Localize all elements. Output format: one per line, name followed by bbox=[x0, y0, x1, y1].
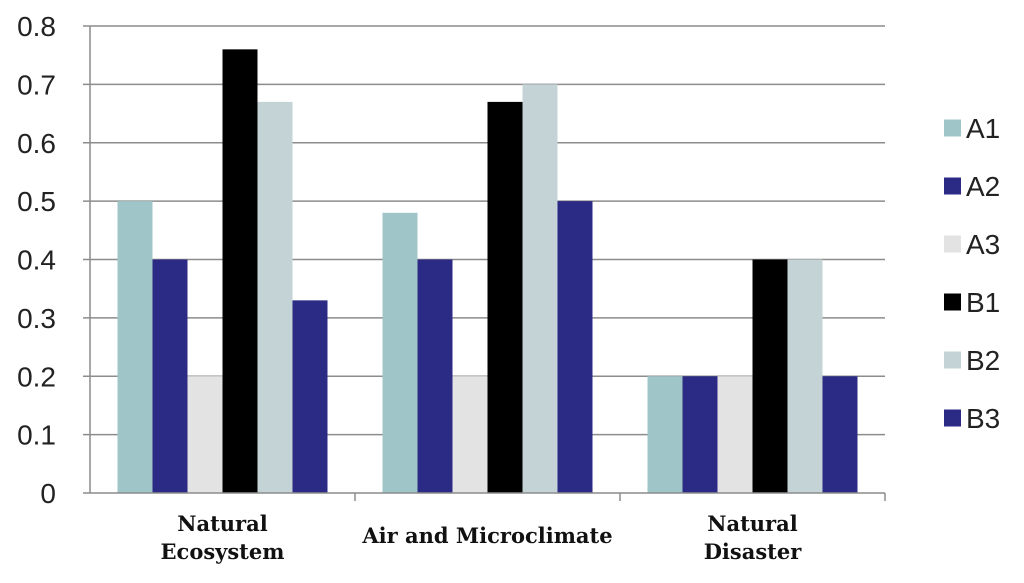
y-tick-label: 0.2 bbox=[17, 361, 56, 392]
legend: A1 A2 A3 B1 B2 B3 bbox=[944, 113, 1000, 434]
y-tick-label: 0.3 bbox=[17, 303, 56, 334]
bar-b1 bbox=[752, 259, 788, 493]
bar-a3 bbox=[187, 376, 223, 493]
legend-swatch-b2 bbox=[944, 351, 961, 369]
bar-a2 bbox=[682, 376, 718, 493]
y-tick-label: 0.7 bbox=[17, 69, 56, 100]
legend-label-a2: A2 bbox=[966, 171, 1000, 202]
bar-b2 bbox=[787, 259, 823, 493]
y-tick-label: 0 bbox=[40, 478, 56, 509]
x-category-label: Ecosystem bbox=[161, 539, 285, 564]
bar-a3 bbox=[452, 376, 488, 493]
y-tick-label: 0.4 bbox=[17, 245, 56, 276]
legend-swatch-a1 bbox=[944, 119, 961, 137]
bar-a2 bbox=[417, 259, 453, 493]
legend-label-b2: B2 bbox=[966, 345, 1000, 376]
bar-b3 bbox=[822, 376, 858, 493]
x-category-label: Disaster bbox=[704, 539, 803, 564]
bar-a1 bbox=[647, 376, 683, 493]
bar-a1 bbox=[117, 201, 153, 493]
x-category-label: Air and Microclimate bbox=[361, 523, 612, 548]
legend-swatch-b3 bbox=[944, 409, 961, 427]
legend-swatch-b1 bbox=[944, 293, 961, 311]
bar-b3 bbox=[557, 201, 593, 493]
y-tick-label: 0.8 bbox=[17, 11, 56, 42]
x-category-label: Natural bbox=[707, 511, 797, 536]
bar-a3 bbox=[717, 376, 753, 493]
bar-b2 bbox=[522, 84, 558, 493]
legend-label-a3: A3 bbox=[966, 229, 1000, 260]
bar-b1 bbox=[222, 49, 258, 493]
legend-swatch-a2 bbox=[944, 177, 961, 195]
bar-a1 bbox=[382, 212, 418, 494]
y-tick-label: 0.5 bbox=[17, 186, 56, 217]
bar-b1 bbox=[487, 101, 523, 493]
legend-swatch-a3 bbox=[944, 235, 961, 253]
y-tick-label: 0.1 bbox=[17, 420, 56, 451]
y-tick-label: 0.6 bbox=[17, 128, 56, 159]
legend-label-b1: B1 bbox=[966, 287, 1000, 318]
bar-b2 bbox=[257, 101, 293, 493]
x-category-label: Natural bbox=[177, 511, 267, 536]
bar-a2 bbox=[152, 259, 188, 493]
bars bbox=[117, 49, 858, 494]
bar-b3 bbox=[292, 300, 328, 493]
y-axis-ticks: 0 0.1 0.2 0.3 0.4 0.5 0.6 0.7 0.8 bbox=[17, 11, 90, 509]
x-axis-categories: Natural Ecosystem Air and Microclimate Natu… bbox=[161, 511, 803, 564]
legend-label-b3: B3 bbox=[966, 403, 1000, 434]
legend-label-a1: A1 bbox=[966, 113, 1000, 144]
